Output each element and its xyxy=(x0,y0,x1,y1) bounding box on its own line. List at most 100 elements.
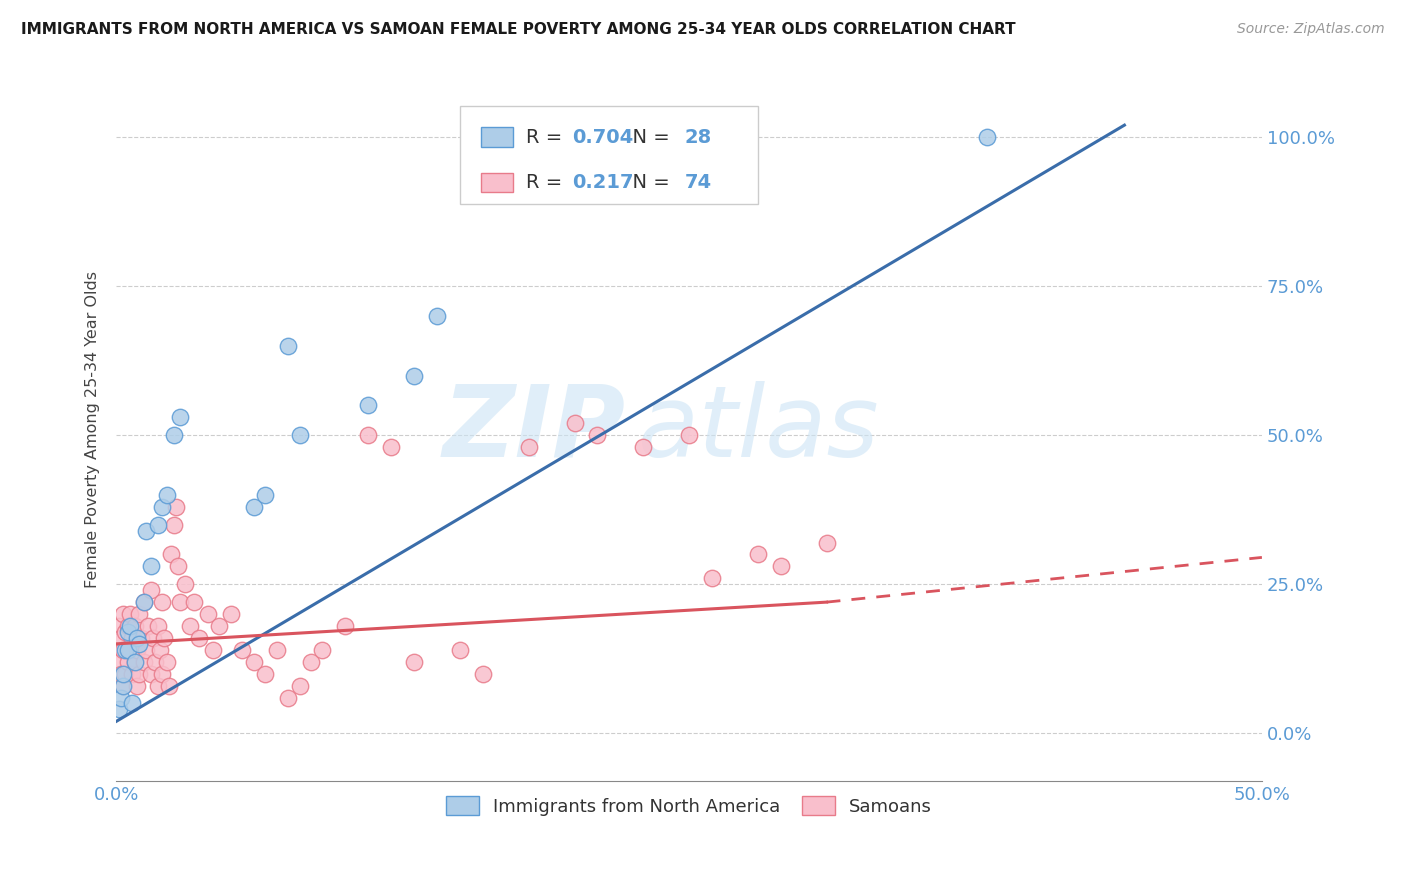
Point xyxy=(112,666,135,681)
Point xyxy=(266,643,288,657)
Point xyxy=(242,500,264,514)
Point xyxy=(160,548,183,562)
Point xyxy=(169,595,191,609)
Point xyxy=(114,643,136,657)
Text: 74: 74 xyxy=(685,173,711,192)
Point xyxy=(118,643,141,657)
Point xyxy=(169,410,191,425)
Point xyxy=(404,368,426,383)
Point xyxy=(380,440,402,454)
Point xyxy=(114,666,136,681)
Point xyxy=(156,655,179,669)
Point xyxy=(231,643,253,657)
Point xyxy=(135,524,157,538)
Point xyxy=(167,559,190,574)
Point xyxy=(277,690,299,705)
Point xyxy=(117,655,139,669)
Point xyxy=(183,595,205,609)
Text: 0.704: 0.704 xyxy=(572,128,634,146)
Point xyxy=(449,643,471,657)
Point xyxy=(132,655,155,669)
Point xyxy=(131,631,153,645)
Point xyxy=(976,130,998,145)
Point xyxy=(112,679,135,693)
Point xyxy=(165,500,187,514)
Point xyxy=(128,637,150,651)
Point xyxy=(117,619,139,633)
Point xyxy=(156,488,179,502)
Point xyxy=(254,488,277,502)
Text: 28: 28 xyxy=(685,128,711,146)
Point xyxy=(357,398,380,412)
Point xyxy=(149,643,172,657)
Point xyxy=(135,643,157,657)
Point xyxy=(633,440,655,454)
Point xyxy=(125,631,148,645)
Point xyxy=(146,517,169,532)
Point xyxy=(586,428,609,442)
Point xyxy=(426,309,449,323)
Point xyxy=(110,631,132,645)
Point xyxy=(117,624,139,639)
Point xyxy=(124,619,146,633)
Point xyxy=(678,428,700,442)
Point xyxy=(125,679,148,693)
Bar xyxy=(460,105,758,204)
Point xyxy=(201,643,224,657)
Text: IMMIGRANTS FROM NORTH AMERICA VS SAMOAN FEMALE POVERTY AMONG 25-34 YEAR OLDS COR: IMMIGRANTS FROM NORTH AMERICA VS SAMOAN … xyxy=(21,22,1015,37)
Text: R =: R = xyxy=(526,128,569,146)
Point xyxy=(157,679,180,693)
Point xyxy=(179,619,201,633)
Point xyxy=(335,619,357,633)
Point xyxy=(150,595,173,609)
Point xyxy=(162,517,184,532)
Point xyxy=(219,607,242,621)
Point xyxy=(150,666,173,681)
Point xyxy=(146,679,169,693)
Point xyxy=(197,607,219,621)
Point xyxy=(162,428,184,442)
Point xyxy=(288,428,311,442)
Text: atlas: atlas xyxy=(637,381,879,478)
Point xyxy=(311,643,333,657)
Legend: Immigrants from North America, Samoans: Immigrants from North America, Samoans xyxy=(437,788,941,825)
Bar xyxy=(481,128,513,147)
Point xyxy=(815,535,838,549)
Point xyxy=(139,666,162,681)
Point xyxy=(128,666,150,681)
Point xyxy=(132,595,155,609)
Point xyxy=(700,571,723,585)
Point xyxy=(254,666,277,681)
Point xyxy=(124,655,146,669)
Point xyxy=(107,655,129,669)
Point xyxy=(146,619,169,633)
Point xyxy=(153,631,176,645)
Point xyxy=(277,339,299,353)
Point xyxy=(769,559,792,574)
Point xyxy=(299,655,322,669)
Text: N =: N = xyxy=(620,173,676,192)
Point xyxy=(143,655,166,669)
Point xyxy=(404,655,426,669)
Y-axis label: Female Poverty Among 25-34 Year Olds: Female Poverty Among 25-34 Year Olds xyxy=(86,270,100,588)
Point xyxy=(125,643,148,657)
Point xyxy=(174,577,197,591)
Text: Source: ZipAtlas.com: Source: ZipAtlas.com xyxy=(1237,22,1385,37)
Bar xyxy=(481,172,513,193)
Text: N =: N = xyxy=(620,128,676,146)
Point xyxy=(357,428,380,442)
Point xyxy=(150,500,173,514)
Point xyxy=(564,417,586,431)
Point xyxy=(118,619,141,633)
Point xyxy=(121,631,143,645)
Point xyxy=(112,607,135,621)
Point xyxy=(128,607,150,621)
Text: R =: R = xyxy=(526,173,575,192)
Point xyxy=(187,631,209,645)
Point xyxy=(107,619,129,633)
Point xyxy=(114,624,136,639)
Point xyxy=(110,690,132,705)
Point xyxy=(117,643,139,657)
Text: 0.217: 0.217 xyxy=(572,173,634,192)
Point xyxy=(208,619,231,633)
